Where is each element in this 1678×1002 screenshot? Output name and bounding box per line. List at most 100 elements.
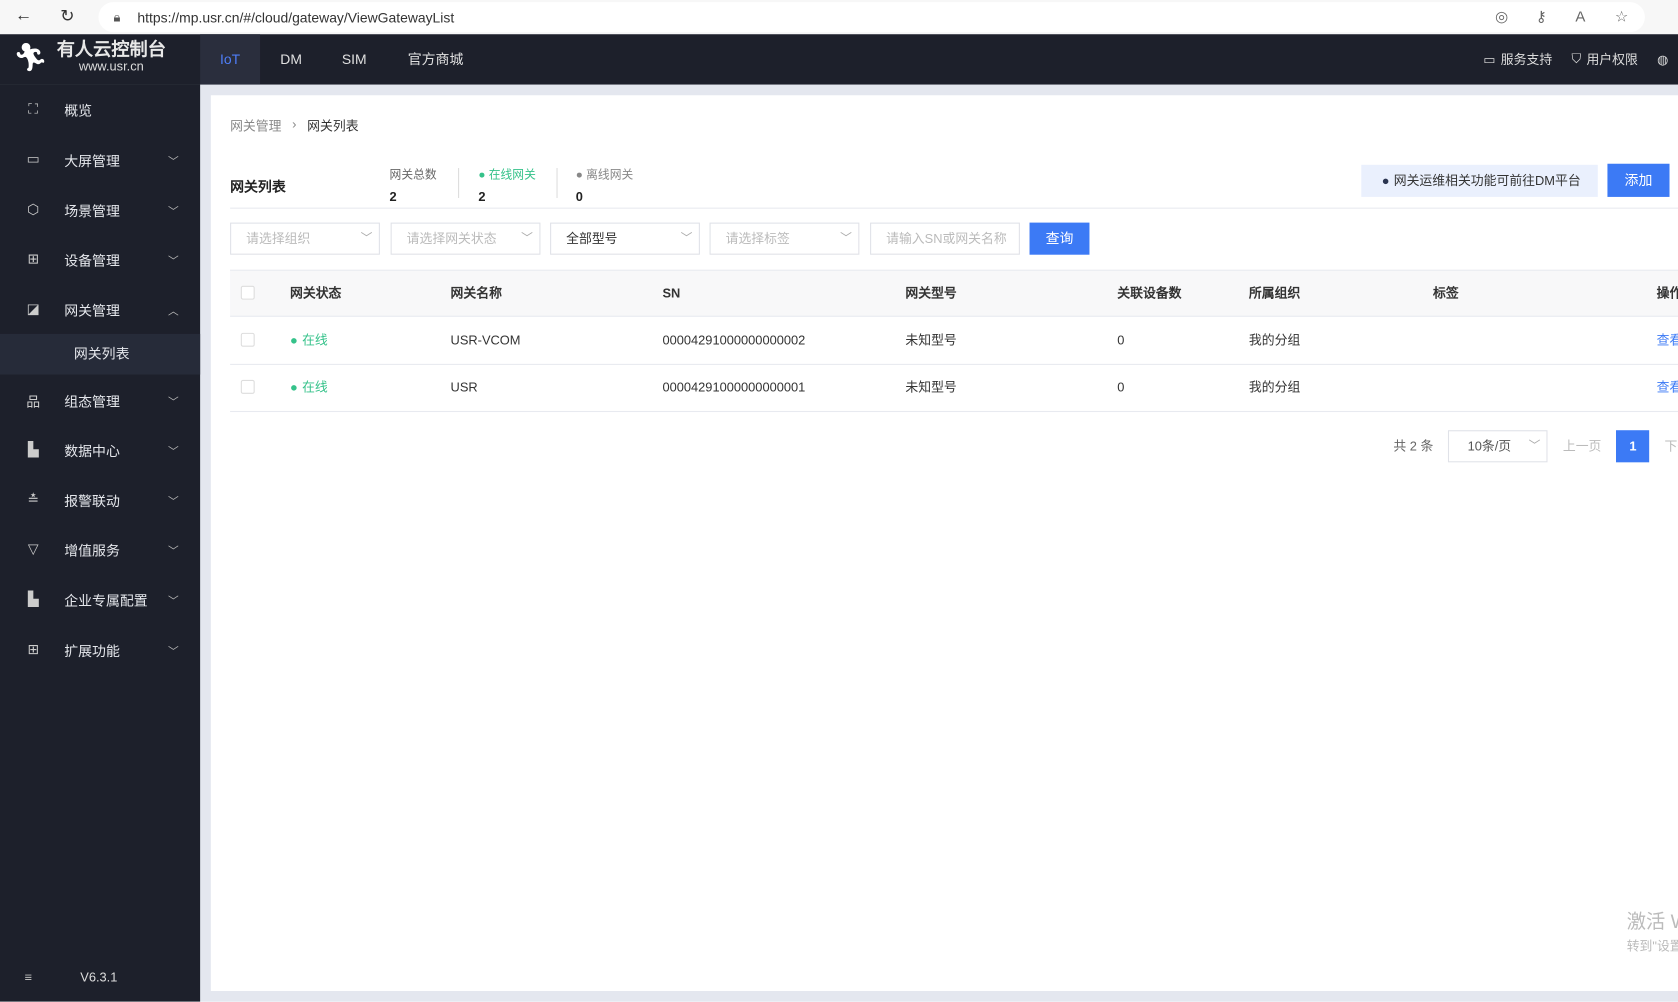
devices-cell: 0 <box>1117 332 1125 348</box>
sidebar-item-alarm[interactable]: ≛ 报警联动 ﹀ <box>0 475 200 524</box>
query-button[interactable]: 查询 <box>1029 222 1090 255</box>
windows-activation-watermark: 激活 Windows 转到"设置"以激活 Windows。 <box>1627 906 1678 954</box>
name-cell: USR <box>450 379 478 395</box>
header-name: 网关名称 <box>450 285 502 301</box>
sidebar-item-topology[interactable]: 品 组态管理 ﹀ <box>0 376 200 425</box>
org-select-placeholder: 请选择组织 <box>246 231 311 247</box>
sidebar-item-enterprise[interactable]: ▙ 企业专属配置 ﹀ <box>0 575 200 624</box>
tab-store[interactable]: 官方商城 <box>407 51 464 68</box>
sidebar-item-label: 数据中心 <box>64 442 120 459</box>
chevron-down-icon: ﹀ <box>680 232 693 246</box>
search-input[interactable]: 请输入SN或网关名称 <box>870 222 1020 255</box>
shield-icon: ⛉ <box>1571 51 1582 67</box>
user-permission-link[interactable]: ⛉ 用户权限 <box>1571 50 1637 68</box>
prev-page-button[interactable]: 上一页 <box>1562 438 1602 454</box>
cube-icon: ⬡ <box>27 201 40 218</box>
table-row: ● 在线 USR-VCOM 00004291000000000002 未知型号 0… <box>230 318 1678 365</box>
globe-icon[interactable]: ◍ <box>1657 51 1669 67</box>
sidebar-item-label: 场景管理 <box>64 202 120 219</box>
sidebar-item-scene[interactable]: ⬡ 场景管理 ﹀ <box>0 185 200 234</box>
sidebar-subitem-gateway-list[interactable]: 网关列表 <box>0 333 201 375</box>
service-support-link[interactable]: ▭ 服务支持 <box>1483 50 1552 68</box>
lock-icon: 🔒︎ <box>113 9 121 25</box>
stat-label: 网关总数 <box>389 169 437 182</box>
page-size-select[interactable]: 10条/页 ﹀ <box>1448 430 1548 463</box>
select-all-checkbox[interactable] <box>240 285 255 300</box>
sidebar-item-device[interactable]: ⊞ 设备管理 ﹀ <box>0 234 200 283</box>
sidebar-item-extensions[interactable]: ⊞ 扩展功能 ﹀ <box>0 625 200 674</box>
header-devices: 关联设备数 <box>1117 285 1182 301</box>
sidebar-item-label: 概览 <box>64 102 93 119</box>
tab-iot[interactable]: IoT <box>200 34 261 85</box>
sidebar-item-label: 企业专属配置 <box>64 592 148 609</box>
sidebar-item-label: 扩展功能 <box>64 642 120 659</box>
monitor-icon: ▭ <box>26 150 40 167</box>
tag-select-placeholder: 请选择标签 <box>725 231 790 247</box>
star-icon[interactable]: ☆ <box>1614 7 1629 25</box>
header-model: 网关型号 <box>905 285 957 301</box>
sidebar-item-label: 网关管理 <box>64 302 120 319</box>
header-org: 所属组织 <box>1248 285 1301 301</box>
apps-icon: ⊞ <box>27 641 40 658</box>
org-cell: 我的分组 <box>1248 379 1301 395</box>
tag-select[interactable]: 请选择标签 ﹀ <box>709 222 860 255</box>
scan-icon: ⛶ <box>28 100 39 117</box>
page-1-button[interactable]: 1 <box>1616 430 1650 463</box>
status-select-placeholder: 请选择网关状态 <box>406 231 497 247</box>
sidebar: ⛶ 概览 ▭ 大屏管理 ﹀ ⬡ 场景管理 ﹀ ⊞ 设备管理 ﹀ ◪ 网关管理 ︿ 网关列表 品 组态… <box>0 84 201 1002</box>
location-icon[interactable]: ◎ <box>1495 7 1509 25</box>
bar-chart-icon: ▙ <box>27 440 39 457</box>
sidebar-item-gateway[interactable]: ◪ 网关管理 ︿ <box>0 285 200 334</box>
chevron-down-icon: ﹀ <box>168 496 179 508</box>
chevron-up-icon: ︿ <box>168 305 179 318</box>
key-icon[interactable]: ⚷ <box>1535 7 1547 25</box>
next-page-button[interactable]: 下一页 <box>1664 438 1678 454</box>
sidebar-item-overview[interactable]: ⛶ 概览 <box>0 85 200 134</box>
stat-online: ● 在线网关 2 <box>478 166 535 204</box>
reload-icon[interactable]: ↻ <box>60 7 75 26</box>
url-text[interactable]: https://mp.usr.cn/#/cloud/gateway/ViewGa… <box>137 9 455 26</box>
chevron-down-icon: ﹀ <box>168 155 179 168</box>
online-dot-icon: ● <box>290 332 298 348</box>
add-button[interactable]: 添加 <box>1607 163 1670 197</box>
main-content: 网关管理 › 网关列表 网关列表 网关总数 2 ● 在线网关 2 ● 离线网关 0 ●… <box>210 95 1678 992</box>
logo-subtitle: www.usr.cn <box>78 58 144 74</box>
org-select[interactable]: 请选择组织 ﹀ <box>230 222 380 255</box>
model-select[interactable]: 全部型号 ﹀ <box>550 222 700 255</box>
org-cell: 我的分组 <box>1248 332 1301 348</box>
chevron-down-icon: ﹀ <box>168 445 179 458</box>
sidebar-footer: ≡ V6.3.1 <box>0 970 200 996</box>
sidebar-item-data[interactable]: ▙ 数据中心 ﹀ <box>0 425 200 474</box>
row-checkbox[interactable] <box>240 379 255 394</box>
chevron-down-icon: ﹀ <box>521 232 533 246</box>
search-placeholder: 请输入SN或网关名称 <box>886 231 1007 247</box>
chevron-down-icon: ﹀ <box>360 232 373 246</box>
divider <box>458 168 460 198</box>
chevron-down-icon: ﹀ <box>168 645 179 658</box>
collapse-menu-icon[interactable]: ≡ <box>24 969 33 985</box>
sidebar-item-screen[interactable]: ▭ 大屏管理 ﹀ <box>0 135 200 184</box>
status-select[interactable]: 请选择网关状态 ﹀ <box>390 222 541 255</box>
view-link[interactable]: 查看 <box>1656 332 1678 348</box>
breadcrumb: 网关管理 › 网关列表 <box>230 117 358 135</box>
breadcrumb-gateway-management[interactable]: 网关管理 <box>230 118 282 134</box>
read-aloud-icon[interactable]: A <box>1575 7 1586 25</box>
view-link[interactable]: 查看 <box>1656 379 1678 395</box>
sidebar-item-vas[interactable]: ▽ 增值服务 ﹀ <box>0 524 200 573</box>
divider <box>556 168 558 198</box>
page-title: 网关列表 <box>230 178 286 195</box>
back-icon[interactable]: ← <box>14 6 33 25</box>
user-permission-label: 用户权限 <box>1586 52 1638 68</box>
stat-total: 网关总数 2 <box>389 166 437 204</box>
tab-sim[interactable]: SIM <box>341 51 367 68</box>
address-bar[interactable]: 🔒︎ https://mp.usr.cn/#/cloud/gateway/Vie… <box>98 2 1645 33</box>
chevron-down-icon: ﹀ <box>168 396 179 409</box>
chart-icon: ◪ <box>26 300 40 317</box>
building-icon: ▙ <box>27 590 39 607</box>
stat-label: ● 离线网关 <box>575 169 634 182</box>
tab-dm[interactable]: DM <box>280 51 302 68</box>
sn-cell: 00004291000000000002 <box>662 332 806 348</box>
logo[interactable]: 🏃︎ 有人云控制台 www.usr.cn <box>13 40 166 74</box>
row-checkbox[interactable] <box>240 332 255 347</box>
divider <box>230 207 1678 209</box>
